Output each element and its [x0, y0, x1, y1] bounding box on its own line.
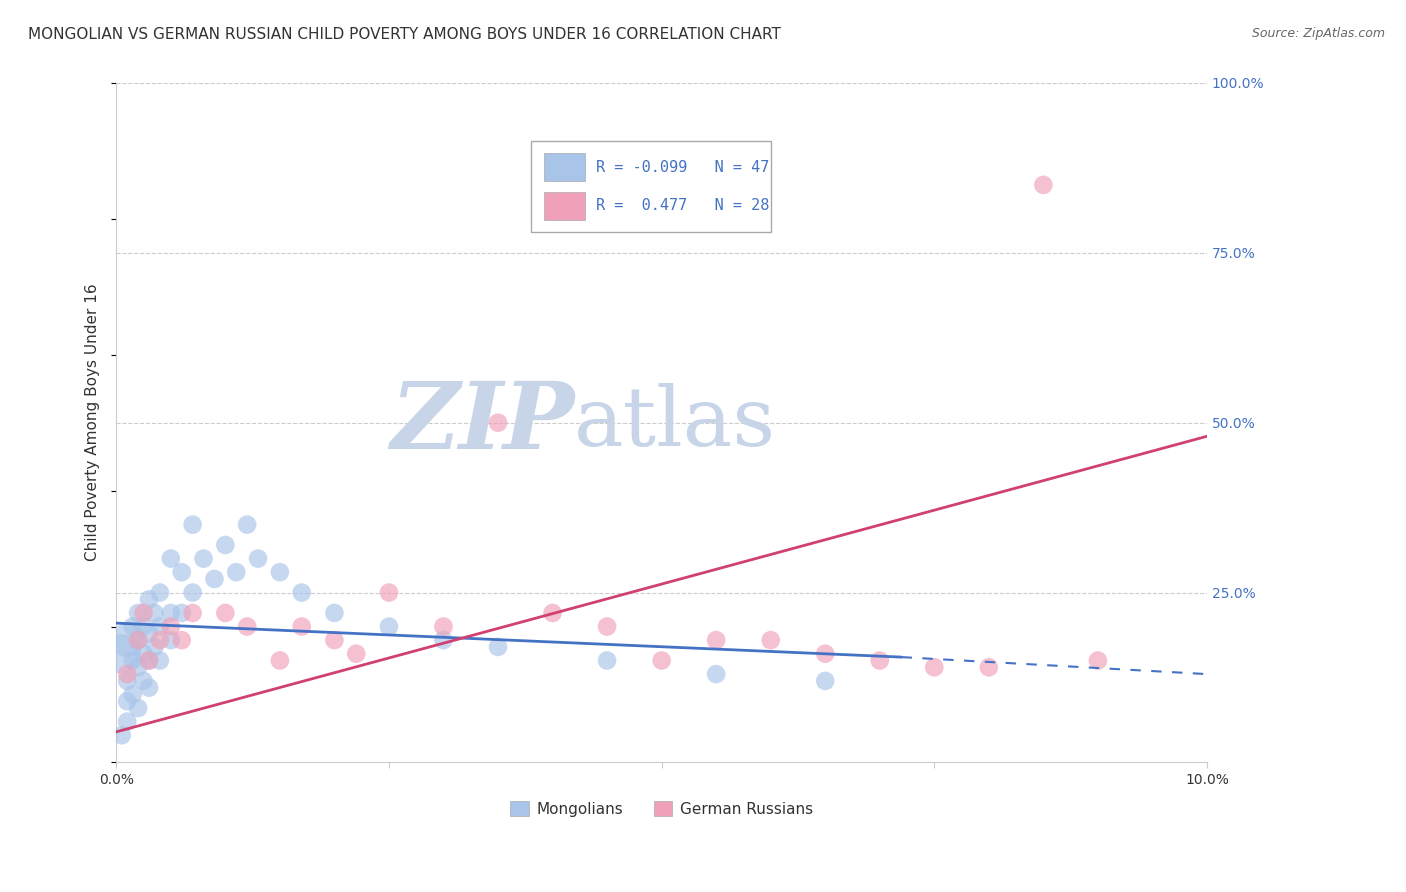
FancyBboxPatch shape [544, 192, 585, 220]
Point [115, 667, 138, 681]
Point [159, 633, 181, 648]
Point [291, 585, 314, 599]
Point [323, 633, 346, 648]
Point [181, 606, 204, 620]
Point [704, 633, 727, 648]
Text: Source: ZipAtlas.com: Source: ZipAtlas.com [1251, 27, 1385, 40]
Point [236, 517, 259, 532]
Point [143, 606, 166, 620]
Point [127, 633, 149, 648]
Point [115, 714, 138, 729]
Point [127, 633, 149, 648]
Point [181, 517, 204, 532]
Point [869, 653, 891, 667]
Point [159, 606, 181, 620]
Point [170, 606, 193, 620]
Point [138, 653, 160, 667]
Point [111, 728, 134, 742]
Point [138, 681, 160, 695]
Point [291, 619, 314, 633]
Point [378, 585, 401, 599]
Point [486, 416, 509, 430]
Point [138, 653, 160, 667]
Point [486, 640, 509, 654]
Point [977, 660, 1000, 674]
Point [170, 633, 193, 648]
Point [193, 551, 215, 566]
Point [924, 660, 946, 674]
Point [204, 572, 226, 586]
Point [111, 647, 134, 661]
Point [247, 551, 270, 566]
Point [323, 606, 346, 620]
Point [121, 619, 143, 633]
Point [149, 619, 172, 633]
Point [704, 667, 727, 681]
Point [132, 606, 155, 620]
Point [159, 619, 181, 633]
Point [149, 633, 172, 648]
Legend: Mongolians, German Russians: Mongolians, German Russians [505, 795, 818, 822]
Point [432, 633, 454, 648]
Point [269, 653, 291, 667]
Point [132, 619, 155, 633]
Point [127, 701, 149, 715]
Point [814, 673, 837, 688]
Point [149, 585, 172, 599]
Point [115, 694, 138, 708]
Point [214, 606, 236, 620]
Point [159, 551, 181, 566]
Point [1087, 653, 1109, 667]
Point [115, 633, 138, 648]
Point [138, 626, 160, 640]
Point [596, 653, 619, 667]
Point [236, 619, 259, 633]
Y-axis label: Child Poverty Among Boys Under 16: Child Poverty Among Boys Under 16 [86, 284, 100, 561]
Point [541, 606, 564, 620]
Point [759, 633, 782, 648]
Point [143, 640, 166, 654]
Point [225, 565, 247, 579]
Point [127, 660, 149, 674]
Point [127, 606, 149, 620]
Point [378, 619, 401, 633]
Point [181, 585, 204, 599]
Point [344, 647, 367, 661]
FancyBboxPatch shape [530, 141, 770, 233]
Text: ZIP: ZIP [389, 377, 575, 467]
Point [149, 653, 172, 667]
Point [170, 565, 193, 579]
Point [214, 538, 236, 552]
Point [432, 619, 454, 633]
Text: atlas: atlas [575, 383, 776, 463]
Point [121, 653, 143, 667]
Point [132, 673, 155, 688]
Point [651, 653, 673, 667]
Point [596, 619, 619, 633]
Point [115, 673, 138, 688]
Text: R =  0.477   N = 28: R = 0.477 N = 28 [596, 198, 769, 213]
Text: R = -0.099   N = 47: R = -0.099 N = 47 [596, 160, 769, 175]
Point [1032, 178, 1054, 192]
Point [138, 592, 160, 607]
Point [814, 647, 837, 661]
Point [132, 647, 155, 661]
FancyBboxPatch shape [544, 153, 585, 181]
Point [121, 688, 143, 702]
Text: MONGOLIAN VS GERMAN RUSSIAN CHILD POVERTY AMONG BOYS UNDER 16 CORRELATION CHART: MONGOLIAN VS GERMAN RUSSIAN CHILD POVERT… [28, 27, 780, 42]
Point [269, 565, 291, 579]
